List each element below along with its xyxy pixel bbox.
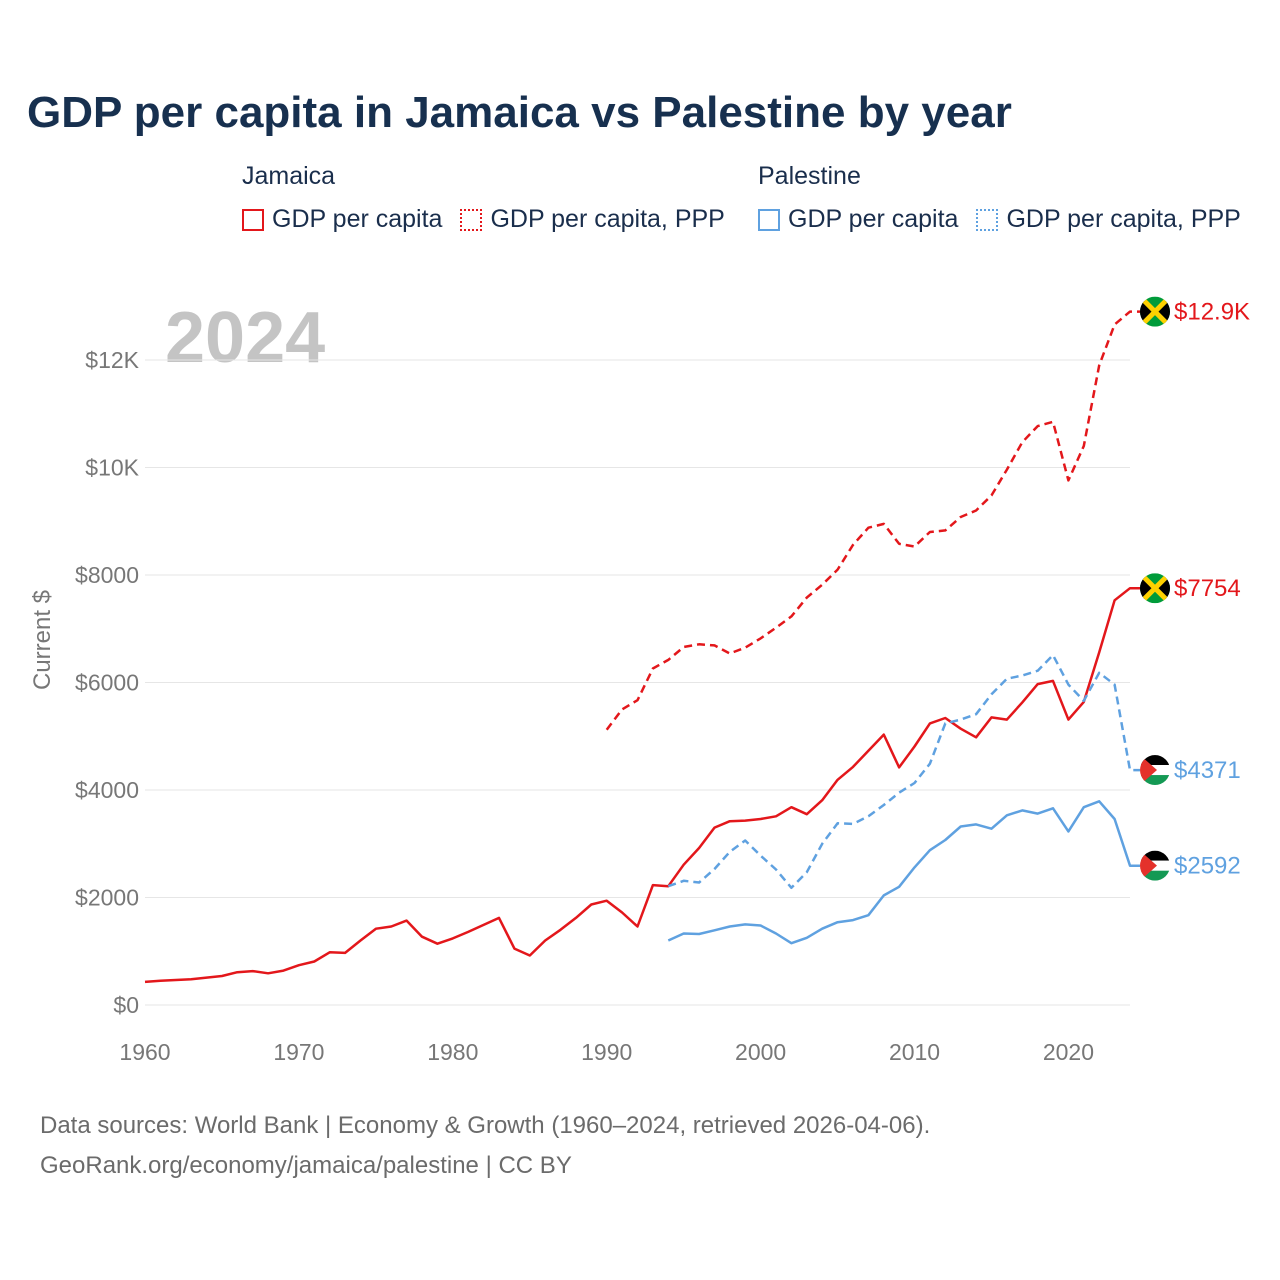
- flag-body: [1140, 850, 1170, 881]
- x-tick-label: 1990: [581, 1039, 632, 1065]
- legend-group-label: Palestine: [758, 162, 861, 190]
- series-lines: [144, 310, 1155, 984]
- legend-swatch-dotted-blue: [976, 208, 999, 231]
- end-value-label: $2592: [1174, 853, 1241, 880]
- end-markers: $7754 $12.9K $2592 $4371: [1140, 296, 1250, 881]
- year-watermark: 2024: [165, 298, 325, 378]
- x-tick-label: 2010: [889, 1039, 940, 1065]
- y-tick-label: $12K: [85, 347, 139, 373]
- legend-group-palestine: Palestine GDP per capita GDP per capita,…: [758, 162, 1241, 234]
- gridlines: [145, 359, 1130, 1006]
- legend-swatch-dotted-red: [460, 208, 483, 231]
- line-chart: 2024 $0 $2000 $4000 $6000 $8000 $10K $12K 1960…: [29, 296, 1250, 1065]
- legend-label: GDP per capita: [272, 205, 443, 233]
- flag-black-band: [1140, 755, 1170, 766]
- y-tick-label: $2000: [75, 885, 139, 911]
- flag-body: [1140, 573, 1170, 604]
- palestine-flag-icon: [1140, 755, 1170, 786]
- end-value-label: $12.9K: [1174, 299, 1250, 326]
- flag-black-right: [1155, 573, 1170, 604]
- end-value-label: $4371: [1174, 757, 1241, 784]
- legend-swatch-solid-blue: [758, 208, 780, 231]
- jamaica-flag-icon: [1140, 296, 1170, 327]
- flag-green-band: [1140, 870, 1170, 881]
- x-axis-ticks: 1960 1970 1980 1990 2000 2010 2020: [119, 1039, 1094, 1065]
- end-value-label: $7754: [1174, 575, 1241, 602]
- legend-label: GDP per capita, PPP: [490, 205, 725, 233]
- series-line-jamaica-gdp-per-capita: [144, 586, 1155, 984]
- y-axis-ticks: $0 $2000 $4000 $6000 $8000 $10K $12K: [75, 347, 140, 1018]
- flag-body: [1140, 755, 1170, 786]
- series-line-palestine-gdp-per-capita: [667, 800, 1155, 945]
- flag-red-triangle: [1140, 850, 1157, 881]
- legend-item-jamaica-gdp[interactable]: GDP per capita: [242, 205, 442, 234]
- footer-sources: Data sources: World Bank | Economy & Gro…: [40, 1112, 931, 1139]
- flag-saltire-b: [1140, 296, 1170, 327]
- y-tick-label: $8000: [75, 562, 139, 588]
- legend-item-palestine-gdp-ppp[interactable]: GDP per capita, PPP: [976, 205, 1241, 234]
- legend-label: GDP per capita, PPP: [1006, 205, 1241, 233]
- legend-group-jamaica: Jamaica GDP per capita GDP per capita, P…: [242, 162, 725, 234]
- flag-red-triangle: [1140, 755, 1157, 786]
- jamaica-flag-icon: [1140, 573, 1170, 604]
- y-tick-label: $4000: [75, 777, 139, 803]
- flag-black-left: [1140, 296, 1155, 327]
- legend-label: GDP per capita: [788, 205, 959, 233]
- flag-saltire-b: [1140, 573, 1170, 604]
- x-tick-label: 1970: [273, 1039, 324, 1065]
- y-tick-label: $6000: [75, 670, 139, 696]
- flag-black-right: [1155, 296, 1170, 327]
- y-tick-label: $10K: [85, 455, 139, 481]
- footer: Data sources: World Bank | Economy & Gro…: [40, 1106, 930, 1186]
- y-tick-label: $0: [113, 992, 139, 1018]
- chart-title: GDP per capita in Jamaica vs Palestine b…: [27, 88, 1012, 137]
- series-line-palestine-gdp-per-capita-ppp: [667, 653, 1155, 890]
- flag-body: [1140, 296, 1170, 327]
- flag-green-band: [1140, 775, 1170, 786]
- flag-black-band: [1140, 850, 1170, 861]
- flag-black-left: [1140, 573, 1155, 604]
- palestine-flag-icon: [1140, 850, 1170, 881]
- legend-group-label: Jamaica: [242, 162, 336, 190]
- legend-item-palestine-gdp[interactable]: GDP per capita: [758, 205, 958, 234]
- x-tick-label: 2020: [1043, 1039, 1094, 1065]
- legend-item-jamaica-gdp-ppp[interactable]: GDP per capita, PPP: [460, 205, 725, 234]
- x-tick-label: 1980: [427, 1039, 478, 1065]
- footer-credit: GeoRank.org/economy/jamaica/palestine | …: [40, 1152, 572, 1179]
- x-tick-label: 2000: [735, 1039, 786, 1065]
- x-tick-label: 1960: [119, 1039, 170, 1065]
- legend-swatch-solid-red: [242, 208, 264, 231]
- y-axis-label: Current $: [29, 590, 56, 690]
- series-line-jamaica-gdp-per-capita-ppp: [605, 310, 1155, 731]
